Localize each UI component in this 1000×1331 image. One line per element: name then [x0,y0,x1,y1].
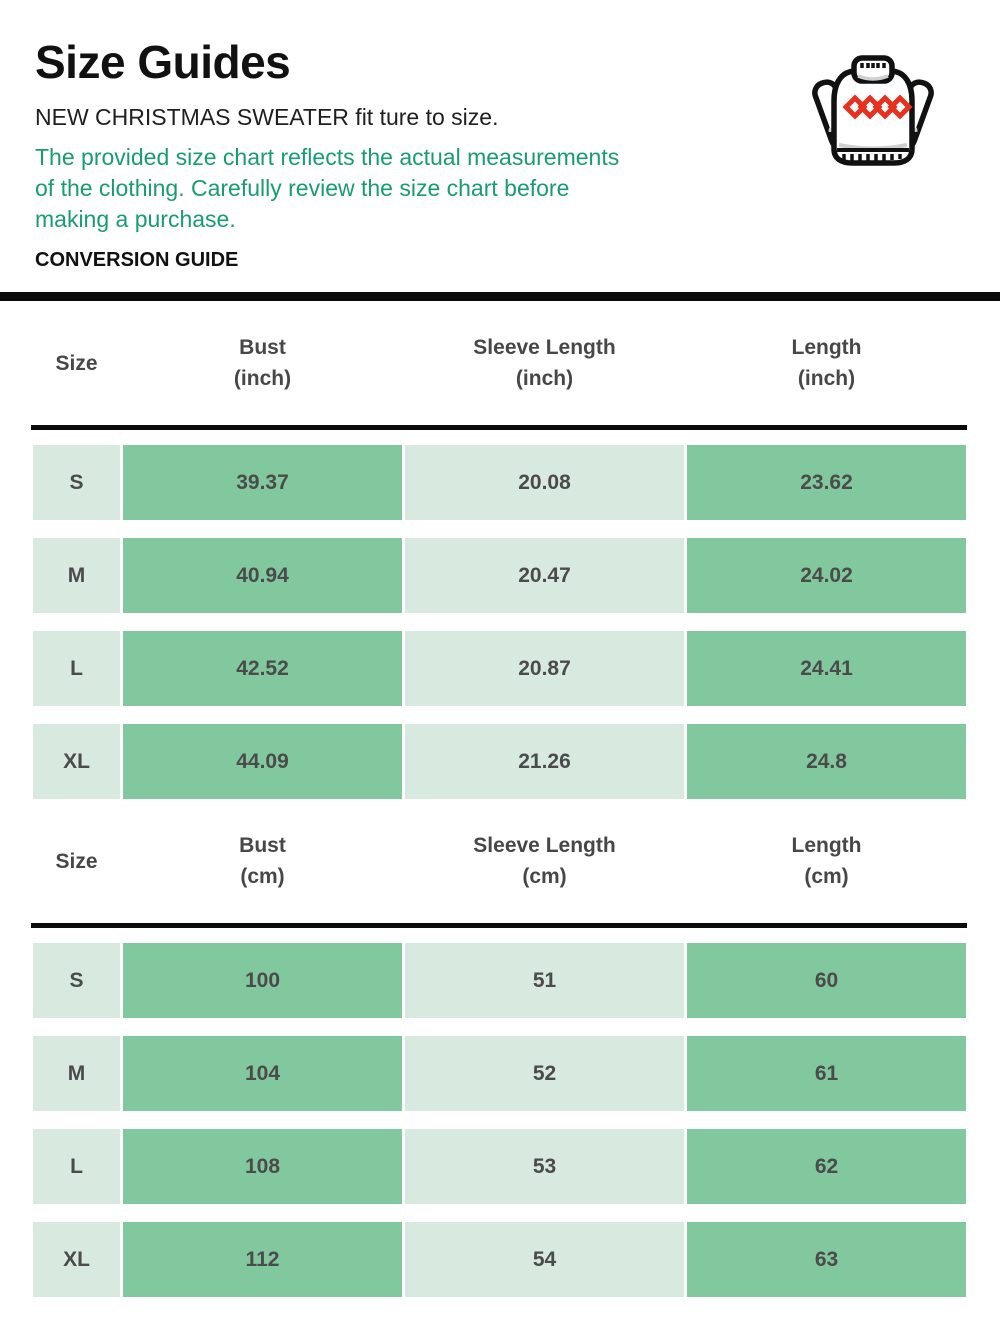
note-line-2: of the clothing. Carefully review the si… [35,175,570,201]
size-cell: S [33,943,120,1018]
bust-cell: 112 [123,1222,402,1297]
sleeve-column-header: Sleeve Length (cm) [405,830,684,892]
inch-table-header: Size Bust (inch) Sleeve Length (inch) Le… [33,301,966,425]
size-chart-note: The provided size chart reflects the act… [35,142,965,235]
bust-cell: 39.37 [123,445,402,520]
bust-column-header: Bust (inch) [123,332,402,394]
length-column-header: Length (cm) [687,830,966,892]
page-title: Size Guides [35,36,291,88]
size-cell: L [33,1129,120,1204]
bust-column-header: Bust (cm) [123,830,402,892]
length-cell: 23.62 [687,445,966,520]
diamond-pattern [842,94,913,120]
inch-table-body: S 39.37 20.08 23.62 M 40.94 20.47 24.02 … [33,445,966,799]
sleeve-cell: 53 [405,1129,684,1204]
sleeve-unit-label: (inch) [515,367,574,390]
sleeve-cell: 21.26 [405,724,684,799]
sleeve-cell: 20.87 [405,631,684,706]
cm-header-divider [31,923,967,928]
cm-table-header: Size Bust (cm) Sleeve Length (cm) Length… [33,799,966,923]
sleeve-cell: 20.47 [405,538,684,613]
size-column-header: Size [55,849,98,873]
sleeve-cell: 54 [405,1222,684,1297]
note-line-1: The provided size chart reflects the act… [35,144,620,170]
length-unit-label: (cm) [804,865,849,888]
bust-unit-label: (inch) [233,367,292,390]
christmas-sweater-icon [806,55,940,173]
bust-cell: 104 [123,1036,402,1111]
length-cell: 61 [687,1036,966,1111]
length-cell: 24.8 [687,724,966,799]
size-cell: M [33,538,120,613]
bust-cell: 100 [123,943,402,1018]
sleeve-cell: 52 [405,1036,684,1111]
length-cell: 24.41 [687,631,966,706]
sleeve-column-header: Sleeve Length (inch) [405,332,684,394]
length-cell: 24.02 [687,538,966,613]
bust-cell: 44.09 [123,724,402,799]
sleeve-cell: 51 [405,943,684,1018]
bust-cell: 42.52 [123,631,402,706]
length-cell: 60 [687,943,966,1018]
size-cell: XL [33,1222,120,1297]
note-line-3: making a purchase. [35,206,236,232]
sleeve-unit-label: (cm) [522,865,567,888]
bust-cell: 40.94 [123,538,402,613]
size-cell: S [33,445,120,520]
sleeve-cell: 20.08 [405,445,684,520]
inch-header-divider [31,425,967,430]
length-unit-label: (inch) [797,367,856,390]
conversion-guide-label: CONVERSION GUIDE [35,249,239,271]
length-column-header: Length (inch) [687,332,966,394]
bust-cell: 108 [123,1129,402,1204]
size-cell: M [33,1036,120,1111]
bust-unit-label: (cm) [240,865,285,888]
size-column-header: Size [55,351,98,375]
top-divider [0,292,1000,301]
length-cell: 63 [687,1222,966,1297]
cm-table-body: S 100 51 60 M 104 52 61 L 108 53 62 XL 1… [33,943,966,1297]
size-cell: L [33,631,120,706]
header-section: Size Guides NEW CHRISTMAS SWEATER fit tu… [0,0,1000,272]
fit-subtitle: NEW CHRISTMAS SWEATER fit ture to size. [35,104,499,130]
length-cell: 62 [687,1129,966,1204]
christmas-sweater-svg [812,55,934,166]
size-cell: XL [33,724,120,799]
